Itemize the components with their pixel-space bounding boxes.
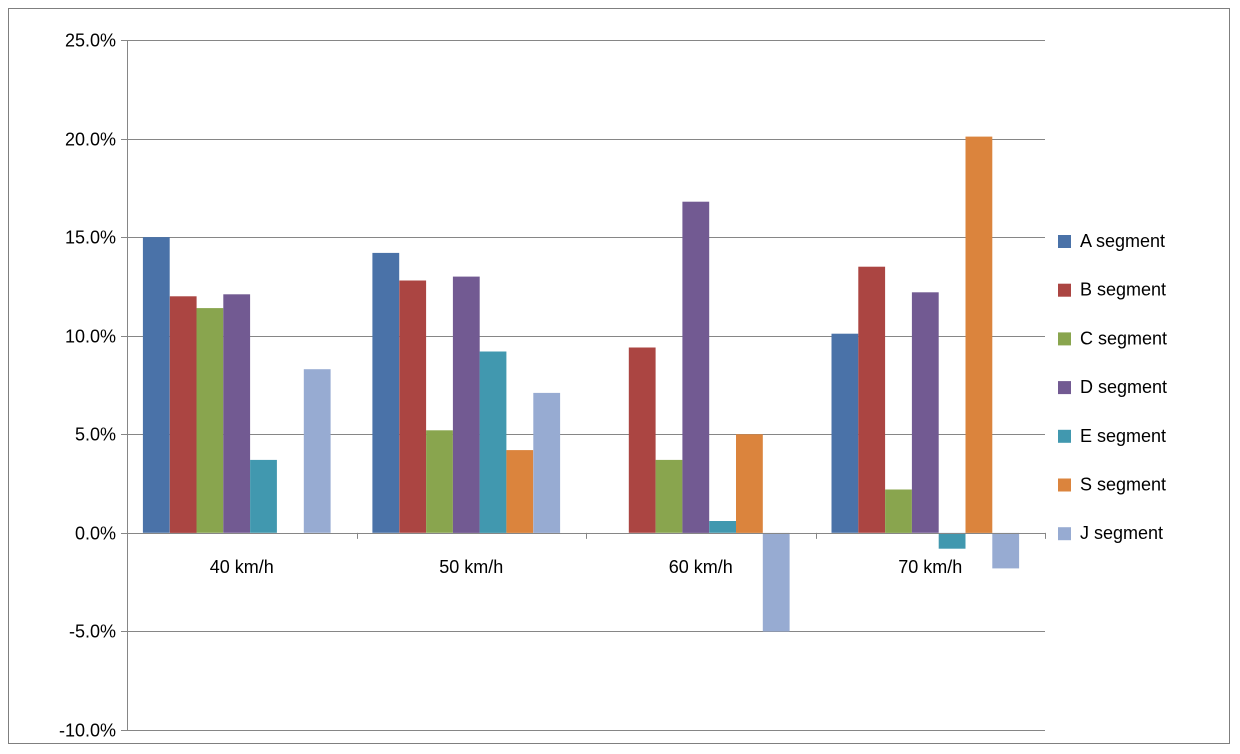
y-tick-label: 25.0% <box>65 31 116 51</box>
legend-swatch <box>1058 478 1071 492</box>
bar <box>250 459 277 533</box>
legend-swatch <box>1058 332 1071 346</box>
x-tick-label: 60 km/h <box>669 557 733 577</box>
bar <box>965 136 993 533</box>
legend-label: S segment <box>1080 475 1166 495</box>
bar <box>533 392 561 533</box>
y-tick-labels: 25.0% 20.0% 15.0% 10.0% 5.0% 0.0% -5.0% -10.0% <box>59 31 116 741</box>
bar <box>479 351 507 533</box>
legend-swatch <box>1058 381 1071 395</box>
bar <box>142 237 170 533</box>
bar <box>762 532 790 632</box>
bars <box>142 136 1020 632</box>
legend-swatch <box>1058 527 1071 541</box>
legend-swatch <box>1058 429 1071 443</box>
y-tick-label: -10.0% <box>59 721 116 741</box>
y-tick-label: 20.0% <box>65 130 116 150</box>
bar <box>372 252 400 533</box>
legend-label: D segment <box>1080 377 1167 397</box>
bar <box>399 280 427 533</box>
bar <box>831 333 859 533</box>
y-tick-label: 5.0% <box>75 425 116 445</box>
bar <box>452 276 480 533</box>
legend-swatch <box>1058 235 1071 248</box>
bar <box>858 266 886 533</box>
x-tick-label: 50 km/h <box>439 557 503 577</box>
bar <box>709 521 736 533</box>
legend-label: C segment <box>1080 328 1167 348</box>
bar <box>938 532 966 549</box>
gridlines <box>127 40 1045 731</box>
y-tick-label: 15.0% <box>65 228 116 248</box>
bar <box>682 201 710 533</box>
legend-label: E segment <box>1080 426 1166 446</box>
y-tick-label: 0.0% <box>75 524 116 544</box>
bar <box>506 450 534 533</box>
y-tick-label: 10.0% <box>65 327 116 347</box>
bar <box>911 292 939 533</box>
legend-label: J segment <box>1080 523 1163 543</box>
legend: A segment B segment C segment D segment E se… <box>1058 231 1167 543</box>
x-tick-label: 40 km/h <box>210 557 274 577</box>
axes <box>121 40 1046 731</box>
bar <box>628 347 656 533</box>
legend-label: B segment <box>1080 280 1166 300</box>
x-tick-labels: 40 km/h 50 km/h 60 km/h 70 km/h <box>210 557 963 577</box>
bar <box>426 430 453 533</box>
bar <box>736 434 763 533</box>
bar <box>196 308 224 533</box>
bar <box>655 459 683 533</box>
bar <box>992 532 1020 569</box>
bar <box>303 369 331 533</box>
bar <box>885 489 912 533</box>
bar <box>223 294 251 533</box>
legend-label: A segment <box>1080 231 1165 251</box>
x-tick-label: 70 km/h <box>898 557 962 577</box>
legend-swatch <box>1058 283 1071 297</box>
y-tick-label: -5.0% <box>69 622 116 642</box>
bar <box>169 296 197 533</box>
